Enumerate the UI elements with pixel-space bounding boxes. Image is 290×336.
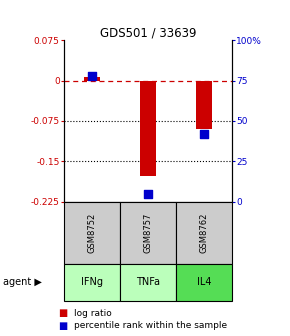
Text: IFNg: IFNg <box>81 277 103 287</box>
Point <box>90 73 94 79</box>
Text: ■: ■ <box>58 308 67 318</box>
Text: GSM8752: GSM8752 <box>87 213 96 253</box>
Bar <box>140 81 156 176</box>
Point <box>202 131 206 136</box>
Text: agent ▶: agent ▶ <box>3 277 42 287</box>
Text: percentile rank within the sample: percentile rank within the sample <box>74 322 227 330</box>
Point <box>146 191 150 196</box>
Text: TNFa: TNFa <box>136 277 160 287</box>
Text: IL4: IL4 <box>197 277 211 287</box>
Text: ■: ■ <box>58 321 67 331</box>
Text: log ratio: log ratio <box>74 309 112 318</box>
Text: GSM8762: GSM8762 <box>200 212 209 253</box>
Bar <box>196 81 212 129</box>
Text: GSM8757: GSM8757 <box>143 212 153 253</box>
Title: GDS501 / 33639: GDS501 / 33639 <box>100 26 196 39</box>
Bar <box>84 77 100 81</box>
